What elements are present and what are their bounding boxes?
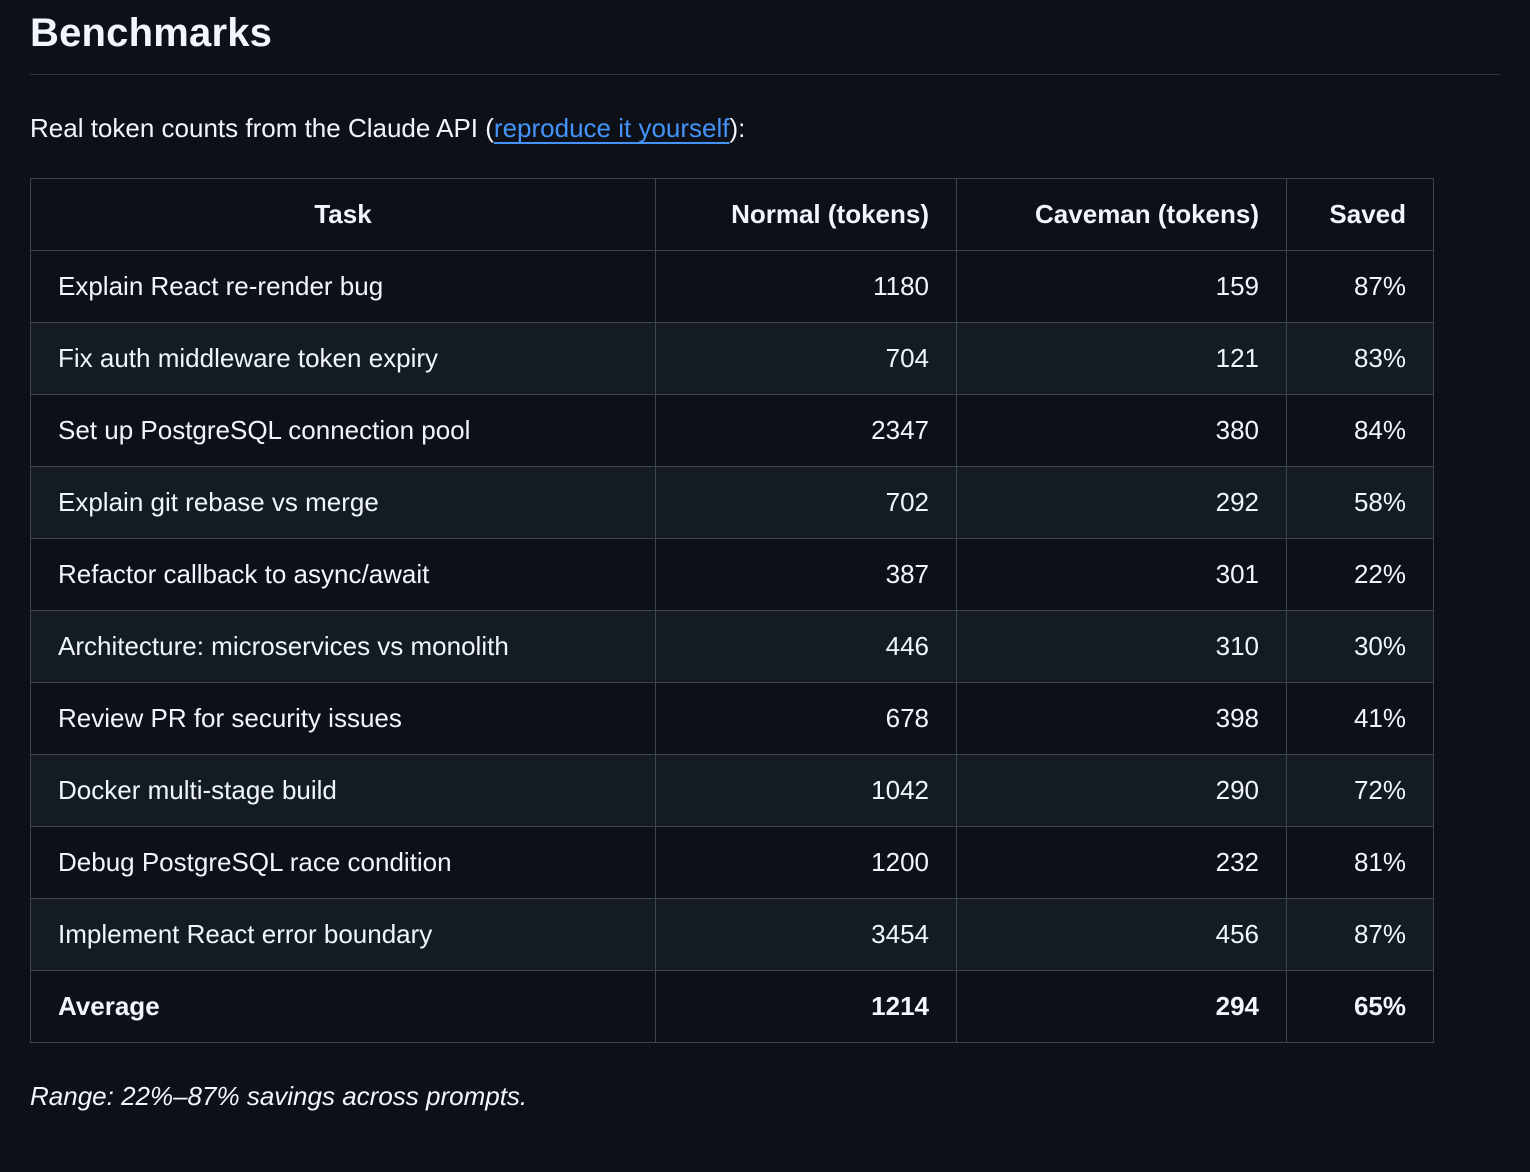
- saved-cell: 81%: [1286, 826, 1434, 899]
- task-cell: Docker multi-stage build: [30, 754, 656, 827]
- normal-tokens-cell: 1180: [655, 250, 957, 323]
- table-header: Task Normal (tokens) Caveman (tokens) Sa…: [30, 178, 1434, 251]
- caveman-tokens-cell: 398: [956, 682, 1287, 755]
- table-row: Explain git rebase vs merge 702 292 58%: [30, 466, 1434, 539]
- table-row: Architecture: microservices vs monolith …: [30, 610, 1434, 683]
- caveman-tokens-cell: 292: [956, 466, 1287, 539]
- table-row: Set up PostgreSQL connection pool 2347 3…: [30, 394, 1434, 467]
- task-cell: Review PR for security issues: [30, 682, 656, 755]
- saved-cell: 58%: [1286, 466, 1434, 539]
- intro-text-suffix: ):: [729, 113, 746, 143]
- normal-tokens-cell: 678: [655, 682, 957, 755]
- normal-tokens-cell: 704: [655, 322, 957, 395]
- column-header-task: Task: [30, 178, 656, 251]
- saved-cell: 22%: [1286, 538, 1434, 611]
- table-row: Implement React error boundary 3454 456 …: [30, 898, 1434, 971]
- table-header-row: Task Normal (tokens) Caveman (tokens) Sa…: [30, 178, 1434, 251]
- task-cell: Debug PostgreSQL race condition: [30, 826, 656, 899]
- benchmarks-table: Task Normal (tokens) Caveman (tokens) Sa…: [30, 178, 1434, 1043]
- average-normal-tokens-cell: 1214: [655, 970, 957, 1043]
- saved-cell: 72%: [1286, 754, 1434, 827]
- saved-cell: 41%: [1286, 682, 1434, 755]
- normal-tokens-cell: 3454: [655, 898, 957, 971]
- normal-tokens-cell: 702: [655, 466, 957, 539]
- table-row: Debug PostgreSQL race condition 1200 232…: [30, 826, 1434, 899]
- table-row: Review PR for security issues 678 398 41…: [30, 682, 1434, 755]
- normal-tokens-cell: 1200: [655, 826, 957, 899]
- saved-cell: 30%: [1286, 610, 1434, 683]
- normal-tokens-cell: 446: [655, 610, 957, 683]
- reproduce-link[interactable]: reproduce it yourself: [493, 113, 730, 143]
- caveman-tokens-cell: 310: [956, 610, 1287, 683]
- column-header-normal-tokens: Normal (tokens): [655, 178, 957, 251]
- normal-tokens-cell: 387: [655, 538, 957, 611]
- table-row: Docker multi-stage build 1042 290 72%: [30, 754, 1434, 827]
- saved-cell: 87%: [1286, 250, 1434, 323]
- task-cell: Architecture: microservices vs monolith: [30, 610, 656, 683]
- table-row-average: Average 1214 294 65%: [30, 970, 1434, 1043]
- normal-tokens-cell: 1042: [655, 754, 957, 827]
- range-footnote: Range: 22%–87% savings across prompts.: [30, 1081, 528, 1111]
- task-cell: Explain React re-render bug: [30, 250, 656, 323]
- saved-cell: 84%: [1286, 394, 1434, 467]
- caveman-tokens-cell: 121: [956, 322, 1287, 395]
- table-row: Fix auth middleware token expiry 704 121…: [30, 322, 1434, 395]
- normal-tokens-cell: 2347: [655, 394, 957, 467]
- task-cell: Refactor callback to async/await: [30, 538, 656, 611]
- task-cell: Fix auth middleware token expiry: [30, 322, 656, 395]
- intro-paragraph: Real token counts from the Claude API (r…: [30, 109, 1500, 148]
- column-header-saved: Saved: [1286, 178, 1434, 251]
- average-label-cell: Average: [30, 970, 656, 1043]
- average-caveman-tokens-cell: 294: [956, 970, 1287, 1043]
- average-saved-cell: 65%: [1286, 970, 1434, 1043]
- page-title: Benchmarks: [30, 8, 1500, 75]
- caveman-tokens-cell: 301: [956, 538, 1287, 611]
- table-row: Refactor callback to async/await 387 301…: [30, 538, 1434, 611]
- caveman-tokens-cell: 159: [956, 250, 1287, 323]
- task-cell: Implement React error boundary: [30, 898, 656, 971]
- caveman-tokens-cell: 232: [956, 826, 1287, 899]
- column-header-caveman-tokens: Caveman (tokens): [956, 178, 1287, 251]
- saved-cell: 83%: [1286, 322, 1434, 395]
- caveman-tokens-cell: 290: [956, 754, 1287, 827]
- caveman-tokens-cell: 380: [956, 394, 1287, 467]
- table-row: Explain React re-render bug 1180 159 87%: [30, 250, 1434, 323]
- task-cell: Explain git rebase vs merge: [30, 466, 656, 539]
- saved-cell: 87%: [1286, 898, 1434, 971]
- task-cell: Set up PostgreSQL connection pool: [30, 394, 656, 467]
- caveman-tokens-cell: 456: [956, 898, 1287, 971]
- intro-text-prefix: Real token counts from the Claude API (: [30, 113, 494, 143]
- table-body: Explain React re-render bug 1180 159 87%…: [30, 250, 1434, 1043]
- readme-content: Benchmarks Real token counts from the Cl…: [30, 8, 1500, 1116]
